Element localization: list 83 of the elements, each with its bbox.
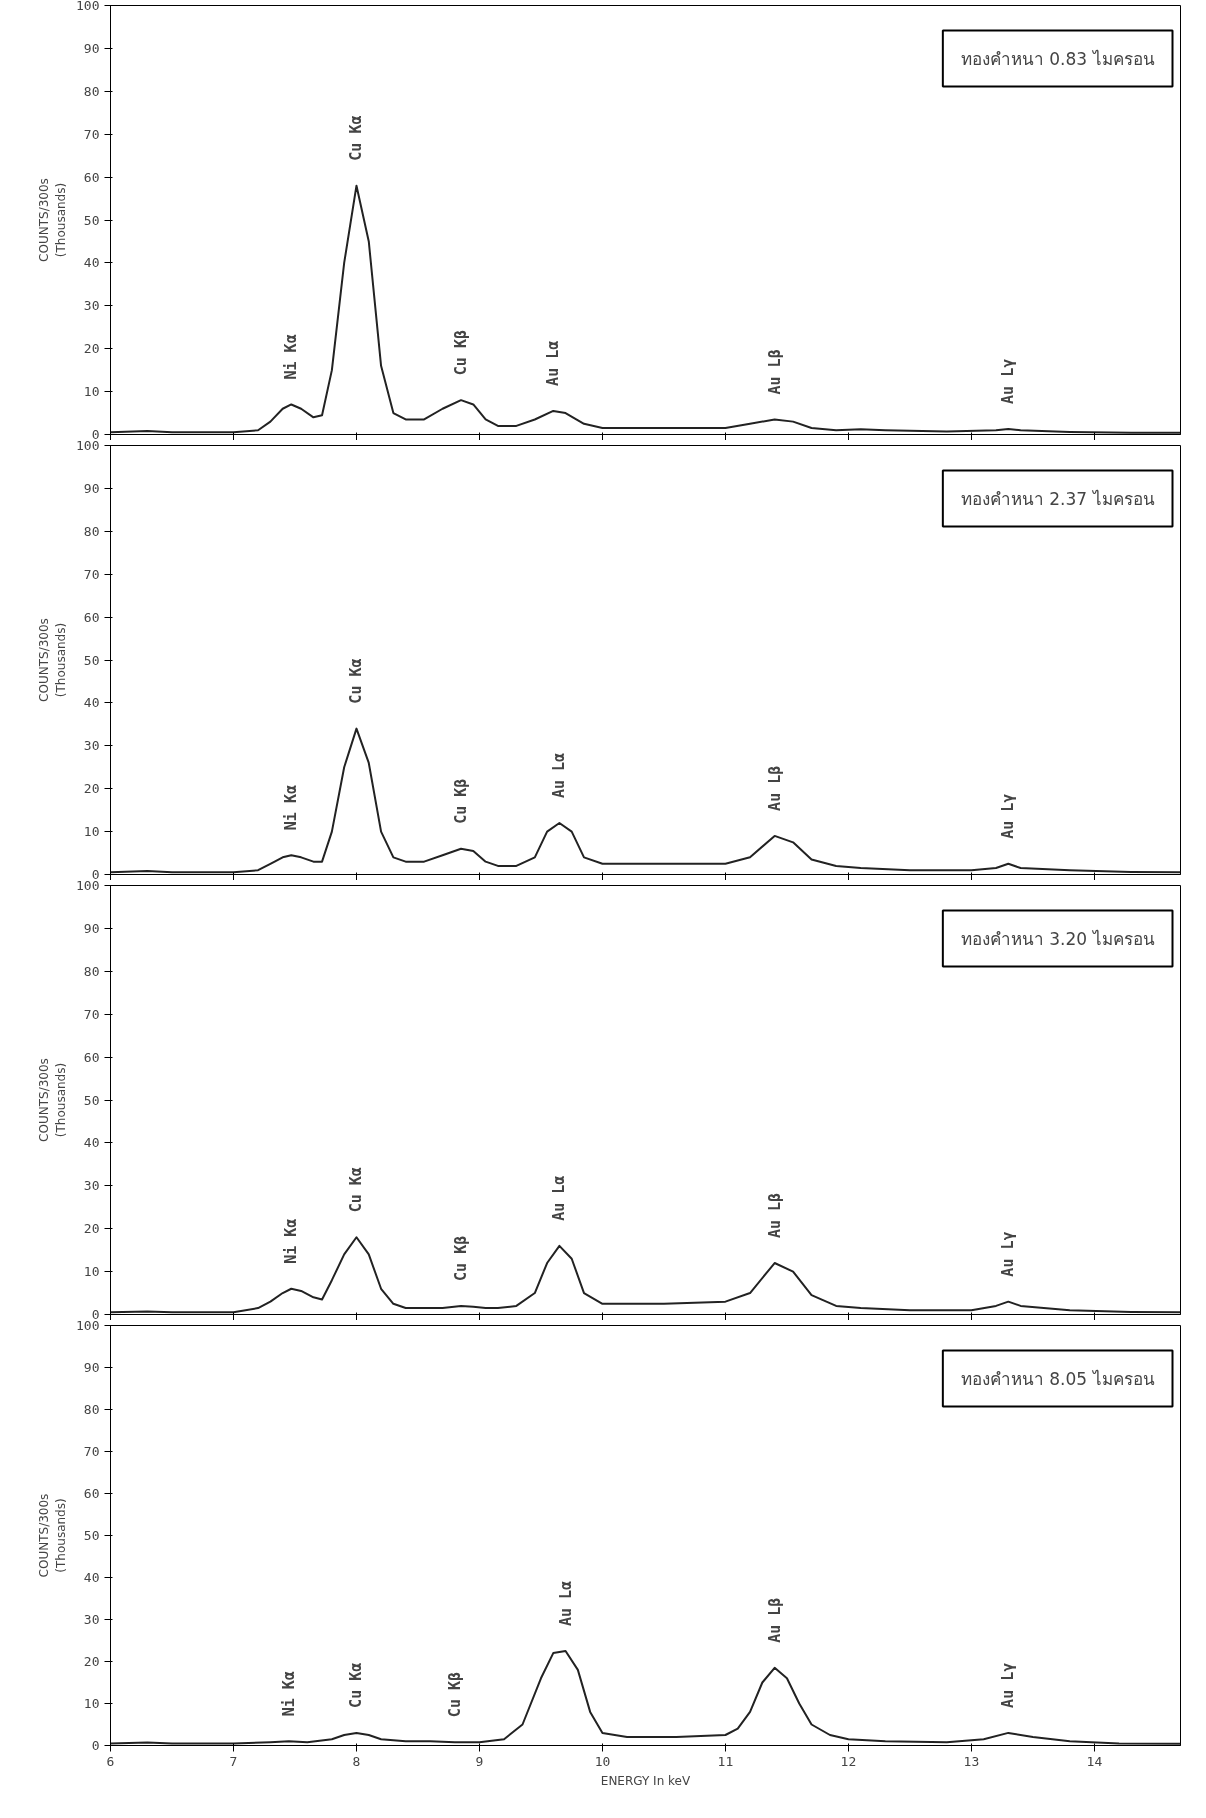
annotation: Ni Kα xyxy=(282,334,301,380)
y-tick-label: 10 xyxy=(83,1696,100,1711)
x-tick-label: 9 xyxy=(475,1753,484,1769)
y-tick-label: 40 xyxy=(83,255,100,271)
y-tick-label: 70 xyxy=(83,1444,100,1459)
x-axis-title: ENERGY In keV xyxy=(600,1773,691,1788)
y-tick-label: 40 xyxy=(83,695,100,711)
y-tick-label: 80 xyxy=(83,523,100,539)
y-tick-label: 60 xyxy=(83,169,100,185)
annotation: Au Lβ xyxy=(765,349,784,395)
y-tick-label: 60 xyxy=(83,1486,100,1501)
y-tick-label: 10 xyxy=(83,1264,100,1280)
annotation: Ni Kα xyxy=(282,785,301,831)
line-series xyxy=(110,727,1181,874)
y-tick-label: 90 xyxy=(83,1360,100,1375)
y-tick-label: 30 xyxy=(83,298,100,314)
y-tick-label: 50 xyxy=(83,652,100,668)
x-tick-label: 13 xyxy=(963,1753,980,1769)
annotation: Au Lα xyxy=(544,340,563,386)
x-tick-label: 6 xyxy=(106,1753,115,1769)
y-tick-label: 20 xyxy=(83,1221,100,1237)
y-tick-label: 40 xyxy=(83,1570,100,1585)
y-axis-title: COUNTS/300s (Thousands) xyxy=(37,1493,69,1578)
y-axis-title: COUNTS/300s (Thousands) xyxy=(37,178,69,262)
annotation: Au Lα xyxy=(556,1580,575,1626)
y-tick-label: 90 xyxy=(83,480,100,496)
y-tick-label: 70 xyxy=(83,566,100,582)
y-tick-label: 70 xyxy=(83,126,100,142)
y-tick-label: 60 xyxy=(83,609,100,625)
y-axis-title: COUNTS/300s (Thousands) xyxy=(37,618,69,702)
annotation: Cu Kα xyxy=(347,658,366,704)
annotation: Cu Kα xyxy=(347,1167,366,1213)
y-tick-label: 30 xyxy=(83,738,100,754)
x-tick-label: 8 xyxy=(352,1753,361,1769)
y-tick-label: 10 xyxy=(83,384,100,400)
y-tick-label: 90 xyxy=(83,920,100,936)
annotation: Au Lγ xyxy=(999,1231,1018,1277)
annotation: Au Lγ xyxy=(999,793,1018,839)
y-tick-label: 40 xyxy=(83,1135,100,1151)
y-tick-label: 20 xyxy=(83,341,100,357)
annotation: Cu Kβ xyxy=(452,778,471,824)
annotation: Au Lβ xyxy=(765,765,784,811)
annotation: ทองคำหนา 3.20 ไมครอน xyxy=(960,928,1155,949)
annotation: Au Lβ xyxy=(765,1597,784,1643)
x-tick-label: 12 xyxy=(840,1753,857,1769)
annotation: Ni Kα xyxy=(282,1218,301,1264)
annotation: Au Lα xyxy=(550,752,569,799)
y-axis-title: COUNTS/300s (Thousands) xyxy=(37,1058,69,1142)
y-tick-label: 50 xyxy=(83,1528,100,1543)
line-series xyxy=(110,1650,1181,1745)
annotation: ทองคำหนา 0.83 ไมครอน xyxy=(960,48,1155,69)
annotation: Cu Kα xyxy=(347,115,366,161)
annotation: ทองคำหนา 8.05 ไมครอน xyxy=(960,1368,1155,1389)
x-tick-label: 11 xyxy=(717,1753,734,1769)
y-tick-label: 50 xyxy=(83,1092,100,1108)
annotation: Au Lα xyxy=(550,1175,569,1221)
line-series xyxy=(110,184,1181,434)
y-tick-label: 0 xyxy=(91,1738,100,1753)
y-tick-label: 20 xyxy=(83,1654,100,1669)
annotation: Cu Kα xyxy=(347,1662,366,1708)
y-tick-label: 80 xyxy=(83,83,100,99)
annotation: Cu Kβ xyxy=(445,1671,464,1718)
annotation: Cu Kβ xyxy=(452,330,471,376)
y-tick-label: 100 xyxy=(76,0,100,13)
x-tick-label: 14 xyxy=(1086,1753,1103,1769)
y-tick-label: 60 xyxy=(83,1049,100,1065)
y-tick-label: 50 xyxy=(83,212,100,228)
x-tick-label: 10 xyxy=(594,1753,611,1769)
annotation: Au Lγ xyxy=(999,358,1018,404)
annotation: Ni Kα xyxy=(279,1671,298,1717)
y-tick-label: 90 xyxy=(83,40,100,56)
y-tick-label: 70 xyxy=(83,1006,100,1022)
annotation: ทองคำหนา 2.37 ไมครอน xyxy=(960,488,1155,509)
annotation: Cu Kβ xyxy=(452,1235,471,1281)
annotation: Au Lγ xyxy=(999,1662,1018,1708)
y-tick-label: 30 xyxy=(83,1178,100,1194)
y-tick-label: 80 xyxy=(83,963,100,979)
x-tick-label: 7 xyxy=(229,1753,238,1769)
y-tick-label: 30 xyxy=(83,1612,100,1627)
y-tick-label: 80 xyxy=(83,1402,100,1417)
annotation: Au Lβ xyxy=(765,1192,784,1239)
y-tick-label: 10 xyxy=(83,824,100,840)
y-tick-label: 20 xyxy=(83,781,100,797)
